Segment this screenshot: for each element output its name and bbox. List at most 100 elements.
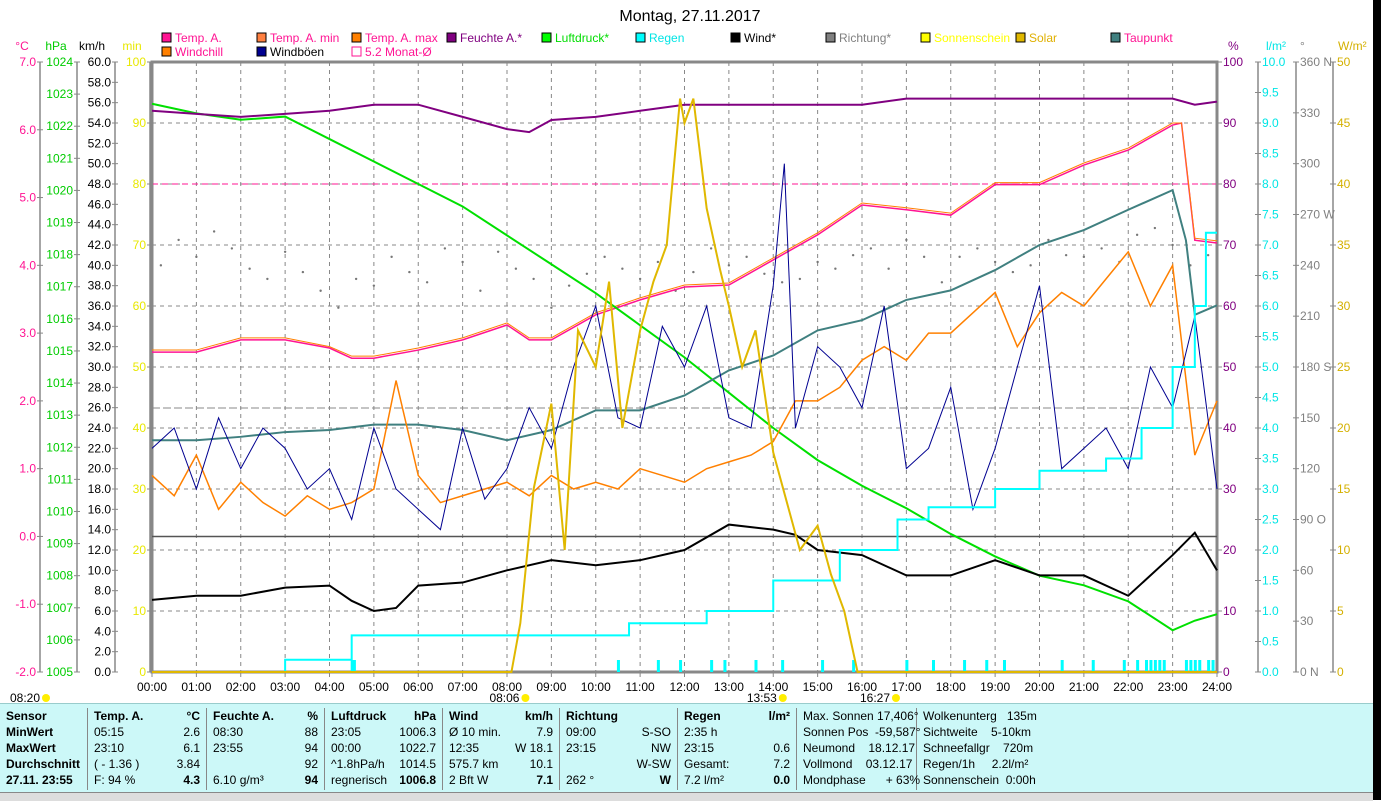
solar-tick-label: 15 [1337,482,1351,496]
wind-row: 2 Bft W 7.1 [449,772,553,788]
rain-row-label: 7.2 l/m² [684,773,725,787]
legend-label: Taupunkt [1124,31,1173,45]
direction-point [266,277,269,281]
x-tick-label: 14:00 [758,680,788,694]
direction-tick-label: 120 [1300,462,1320,476]
temp-header-label: Temp. A. [94,709,144,723]
direction-point [550,306,553,309]
direction-row-label: 09:00 [566,725,597,739]
pressure-unit: hPa [413,709,436,723]
solar-tick-label: 50 [1337,55,1351,69]
direction-point [567,284,571,287]
wind-tick-label: 14.0 [88,523,112,537]
col-temp: Temp. A. °C 05:15 2.6 23:10 6.1 ( - 1.36 ) 3.84… [88,708,207,790]
direction-tick-label: 90 O [1300,513,1326,527]
pressure-header: Luftdruck hPa [331,708,436,724]
solar-tick-label: 25 [1337,360,1351,374]
direction-point [319,289,322,292]
humidity-tick-label: 80 [1223,177,1237,191]
humidity-unit: % [307,709,318,723]
sun_min-tick-label: 90 [133,116,147,130]
rain-event-bar [1122,660,1126,672]
rain-event-bar [1198,660,1202,672]
temp-row-label: 23:10 [94,741,125,755]
sunshine-duration: Sonnenschein 0:00h [923,773,1036,787]
x-tick-label: 24:00 [1202,680,1232,694]
direction-point [195,255,198,259]
rain-event-bar [1184,660,1188,672]
x-tick-label: 03:00 [270,680,300,694]
wind-tick-label: 20.0 [88,462,112,476]
max-sun: Max. Sonnen 17,406° [803,709,919,723]
humidity-row: 92 [213,756,318,772]
wind-tick-label: 38.0 [88,279,112,293]
full-moon: Vollmond 03.12.17 [803,757,913,771]
direction-point [905,238,908,242]
humidity-axis-unit: % [1228,39,1239,53]
humidity-tick-label: 0 [1223,665,1230,679]
direction-header: Richtung [566,708,671,724]
pressure-tick-label: 1021 [46,151,73,165]
wind-tick-label: 56.0 [88,96,112,110]
sun_min-tick-label: 100 [126,55,146,69]
direction-point [301,270,305,274]
temp-tick-label: 7.0 [19,55,36,69]
wind-tick-label: 6.0 [94,604,111,618]
legend-swatch [825,32,836,43]
direction-point [425,281,429,284]
col-rain: Regen l/m² 2:35 h 23:15 0.6 Gesamt: 7.2 7.2 l/m… [678,708,797,790]
solar-axis-unit: W/m² [1338,39,1367,53]
legend-swatch [351,32,362,43]
rain-row: 7.2 l/m² 0.0 [684,772,790,788]
direction-point [976,247,979,250]
humidity-row: 6.10 g/m³ 94 [213,772,318,788]
pressure-tick-label: 1009 [46,537,73,551]
legend-label: Windböen [270,45,324,59]
rain-event-bar [723,660,727,672]
sunrise-icon [521,694,530,702]
summary-table: Sensor MinWert MaxWert Durchschnitt 27.1… [0,703,1373,793]
rain-tick-label: 7.5 [1262,208,1279,222]
x-tick-label: 21:00 [1069,680,1099,694]
window-edge [1373,0,1381,800]
wind-row: 12:35 W 18.1 [449,740,553,756]
temp-row: 23:10 6.1 [94,740,200,756]
temp-row-value: 3.84 [176,757,200,771]
wind-row-label: Ø 10 min. [449,725,502,739]
rain-event-bar [985,660,989,672]
sun_min-tick-label: 60 [133,299,147,313]
pressure-tick-label: 1019 [46,216,73,230]
solar-tick-label: 35 [1337,238,1351,252]
direction-row: 262 ° W [566,772,671,788]
series-windchill [151,250,1218,518]
direction-tick-label: 60 [1300,563,1314,577]
rain-per-hour: Regen/1h 2.2l/m² [923,757,1029,771]
direction-row: W-SW [566,756,671,772]
wind-header: Wind km/h [449,708,553,724]
rain-event-bar [710,660,714,672]
pressure-axis-unit: hPa [45,39,67,53]
rain-tick-label: 6.0 [1262,299,1279,313]
wind-header-label: Wind [449,709,479,723]
rain-row-value: 0.6 [773,741,790,755]
rain-tick-label: 3.0 [1262,482,1279,496]
wind-tick-label: 32.0 [88,340,112,354]
wind-row-value: W 18.1 [514,741,553,755]
rain-tick-label: 9.5 [1262,86,1279,100]
col-misc: Wolkenunterg 135m Sichtweite 5-10km Schn… [917,708,1047,790]
x-tick-label: 07:00 [448,680,478,694]
rain-tick-label: 0.5 [1262,635,1279,649]
x-tick-label: 12:00 [669,680,699,694]
humidity-tick-label: 90 [1223,116,1237,130]
direction-row-label: 262 ° [566,773,595,787]
x-tick-label: 13:00 [714,680,744,694]
rain-event-bar [1149,660,1153,672]
rain-tick-label: 5.0 [1262,360,1279,374]
rain-event-bar [1153,660,1157,672]
rain-row-value: 0.0 [773,773,790,787]
col-wind: Wind km/h Ø 10 min. 7.9 12:35 W 18.1 575.7 km 1… [443,708,560,790]
solar-tick-label: 0 [1337,665,1344,679]
rain-event-bar [1193,660,1197,672]
legend-label: Wind* [744,31,776,45]
direction-point [337,306,340,309]
